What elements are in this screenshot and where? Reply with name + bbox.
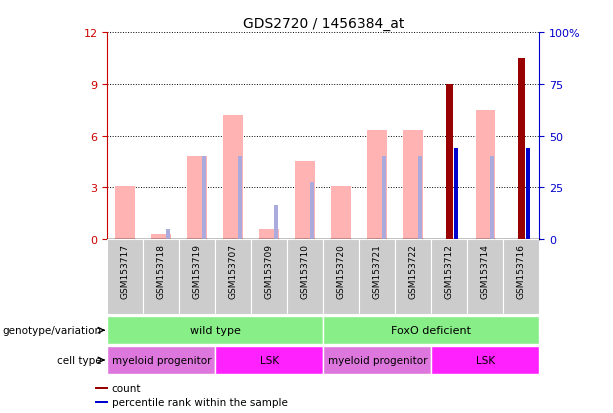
- Bar: [332, 186, 351, 240]
- Bar: [287, 240, 324, 314]
- Bar: [417, 157, 422, 240]
- Bar: [166, 229, 170, 240]
- Bar: [454, 148, 458, 240]
- Bar: [324, 346, 432, 374]
- Text: GSM153716: GSM153716: [517, 243, 526, 298]
- Text: GSM153718: GSM153718: [157, 243, 166, 298]
- Text: GSM153722: GSM153722: [409, 243, 418, 298]
- Bar: [359, 240, 395, 314]
- Title: GDS2720 / 1456384_at: GDS2720 / 1456384_at: [243, 17, 404, 31]
- Bar: [446, 85, 452, 240]
- Bar: [403, 131, 424, 240]
- Text: GSM153717: GSM153717: [121, 243, 130, 298]
- Bar: [503, 240, 539, 314]
- Bar: [324, 316, 539, 344]
- Bar: [476, 111, 495, 240]
- Bar: [295, 162, 315, 240]
- Text: GSM153707: GSM153707: [229, 243, 238, 298]
- Bar: [526, 157, 530, 240]
- Text: value, Detection Call = ABSENT: value, Detection Call = ABSENT: [112, 412, 277, 413]
- Bar: [324, 240, 359, 314]
- Bar: [468, 240, 503, 314]
- Bar: [259, 229, 280, 240]
- Bar: [382, 157, 386, 240]
- Bar: [107, 346, 215, 374]
- Bar: [518, 59, 525, 240]
- Bar: [215, 240, 251, 314]
- Text: GSM153719: GSM153719: [193, 243, 202, 298]
- Bar: [188, 157, 207, 240]
- Bar: [454, 157, 458, 240]
- Bar: [395, 240, 432, 314]
- Bar: [107, 240, 143, 314]
- Bar: [143, 240, 180, 314]
- Bar: [432, 346, 539, 374]
- Bar: [179, 240, 215, 314]
- Bar: [223, 116, 243, 240]
- Text: GSM153712: GSM153712: [445, 243, 454, 298]
- Text: LSK: LSK: [260, 355, 279, 365]
- Bar: [115, 186, 135, 240]
- Bar: [95, 387, 107, 389]
- Text: myeloid progenitor: myeloid progenitor: [327, 355, 427, 365]
- Text: GSM153720: GSM153720: [337, 243, 346, 298]
- Bar: [215, 346, 324, 374]
- Text: myeloid progenitor: myeloid progenitor: [112, 355, 211, 365]
- Text: genotype/variation: genotype/variation: [2, 325, 101, 335]
- Bar: [202, 157, 206, 240]
- Text: GSM153714: GSM153714: [481, 243, 490, 298]
- Text: cell type: cell type: [56, 355, 101, 365]
- Bar: [151, 235, 171, 240]
- Bar: [107, 316, 324, 344]
- Bar: [251, 240, 287, 314]
- Bar: [367, 131, 387, 240]
- Text: GSM153710: GSM153710: [301, 243, 310, 298]
- Bar: [238, 157, 242, 240]
- Bar: [432, 240, 467, 314]
- Text: count: count: [112, 383, 141, 393]
- Text: GSM153709: GSM153709: [265, 243, 274, 298]
- Bar: [273, 205, 278, 240]
- Bar: [490, 157, 494, 240]
- Bar: [95, 401, 107, 404]
- Text: FoxO deficient: FoxO deficient: [391, 325, 471, 335]
- Text: LSK: LSK: [476, 355, 495, 365]
- Bar: [526, 148, 530, 240]
- Text: percentile rank within the sample: percentile rank within the sample: [112, 397, 287, 407]
- Bar: [310, 183, 314, 240]
- Text: wild type: wild type: [190, 325, 241, 335]
- Text: GSM153721: GSM153721: [373, 243, 382, 298]
